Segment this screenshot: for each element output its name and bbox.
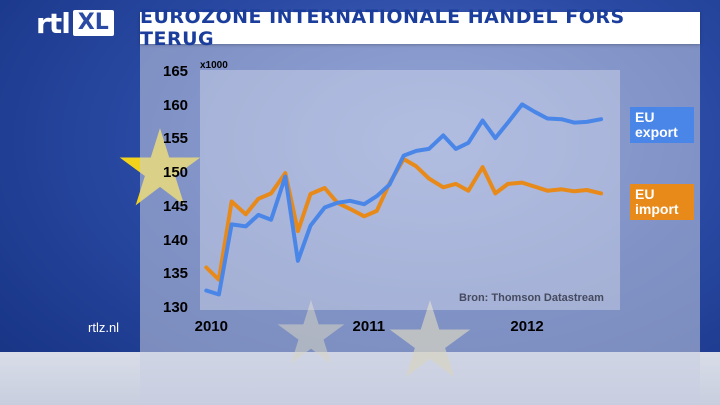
legend-label: EU [635, 109, 655, 125]
y-tick-label: 140 [163, 231, 189, 249]
x-tick-label: 2012 [510, 318, 544, 335]
series-line-export [204, 102, 604, 297]
y-tick-label: 155 [163, 130, 189, 148]
y-tick-label: 145 [163, 197, 189, 215]
legend-label: import [635, 201, 679, 217]
title-bar: EUROZONE INTERNATIONALE HANDEL FORS TERU… [140, 6, 700, 50]
legend-export: EU export [630, 107, 694, 143]
x-tick-label: 2011 [352, 318, 386, 335]
y-tick-label: 135 [163, 265, 189, 283]
logo-xl-text: XL [72, 10, 114, 36]
logo-rtl-text: rtl [36, 6, 71, 40]
y-axis-unit: x1000 [200, 60, 228, 71]
site-url: rtlz.nl [88, 320, 120, 335]
y-tick-label: 150 [163, 164, 189, 182]
y-tick-label: 130 [163, 299, 189, 316]
y-tick-label: 160 [163, 96, 189, 114]
rtl-xl-logo: rtl XL [36, 6, 114, 40]
source-label: Bron: Thomson Datastream [459, 292, 604, 304]
legend-label: EU [635, 186, 655, 202]
legend-import: EU import [630, 184, 694, 220]
legend-label: export [635, 124, 678, 140]
x-tick-label: 2010 [194, 318, 228, 335]
chart-title: EUROZONE INTERNATIONALE HANDEL FORS TERU… [140, 6, 625, 50]
y-tick-label: 165 [163, 63, 189, 80]
